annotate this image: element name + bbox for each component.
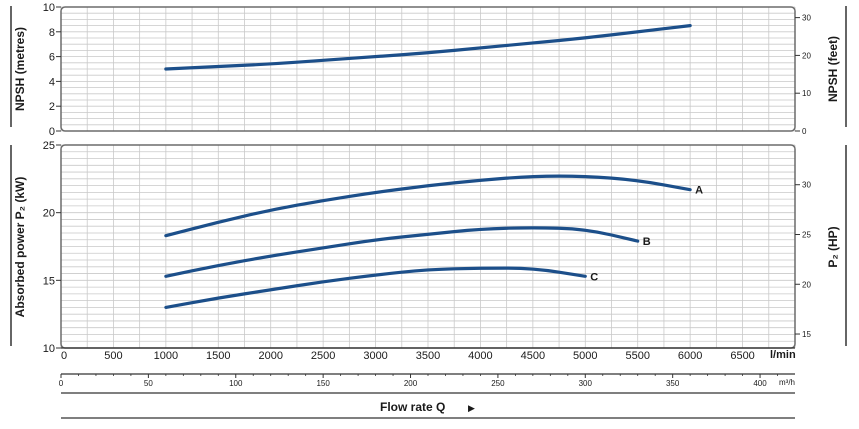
x-tick-label-m3h: 350 — [666, 379, 680, 388]
y-tick-label-left: 10 — [43, 343, 55, 355]
x-tick-label-lmin: 1000 — [154, 350, 178, 362]
lmin-unit-label: l/min — [770, 349, 796, 361]
y-tick-label-right: 20 — [802, 51, 811, 60]
x-tick-label-m3h: 300 — [579, 379, 593, 388]
x-tick-label-lmin: 4000 — [468, 350, 492, 362]
x-tick-label-m3h: 0 — [59, 379, 64, 388]
curve-label-A: A — [695, 185, 703, 197]
y-tick-label-right: 20 — [802, 280, 811, 289]
x-tick-label-lmin: 3000 — [363, 350, 387, 362]
curve-npsh — [164, 24, 692, 71]
power-left-axis-title: Absorbed power P₂ (kW) — [13, 177, 27, 318]
y-tick-label-right: 0 — [802, 127, 807, 136]
x-tick-label-lmin: 3500 — [416, 350, 440, 362]
y-tick-label-left: 10 — [43, 2, 55, 14]
npsh-left-axis-title: NPSH (metres) — [13, 27, 27, 111]
x-tick-label-m3h: 50 — [144, 379, 153, 388]
y-tick-label-right: 30 — [802, 14, 811, 23]
y-tick-label-left: 6 — [49, 52, 55, 64]
x-tick-label-lmin: 2000 — [258, 350, 282, 362]
x-tick-label-lmin: 6500 — [730, 350, 754, 362]
npsh-right-axis-title: NPSH (feet) — [826, 36, 840, 102]
x-axis-arrow: ▶ — [468, 403, 475, 413]
x-tick-label-m3h: 150 — [316, 379, 330, 388]
curve-C — [164, 266, 587, 309]
y-tick-label-left: 0 — [49, 126, 55, 138]
x-tick-label-lmin: 4500 — [521, 350, 545, 362]
x-tick-label-m3h: 400 — [753, 379, 767, 388]
y-tick-label-left: 4 — [49, 76, 55, 88]
x-tick-label-lmin: 0 — [61, 350, 67, 362]
power-right-axis-title: P₂ (HP) — [826, 226, 840, 267]
y-tick-label-right: 10 — [802, 89, 811, 98]
x-axis-title: Flow rate Q — [380, 400, 445, 414]
x-tick-label-m3h: 200 — [404, 379, 418, 388]
y-tick-label-right: 15 — [802, 330, 811, 339]
x-tick-label-lmin: 1500 — [206, 350, 230, 362]
y-tick-label-right: 30 — [802, 181, 811, 190]
y-tick-label-left: 25 — [43, 140, 55, 152]
npsh-panel-frame — [60, 6, 796, 132]
x-tick-label-lmin: 5500 — [625, 350, 649, 362]
curve-A — [164, 174, 692, 238]
power-grid — [60, 144, 796, 349]
curve-label-B: B — [643, 236, 651, 248]
y-tick-label-left: 2 — [49, 101, 55, 113]
y-tick-label-left: 8 — [49, 27, 55, 39]
y-tick-label-left: 15 — [43, 275, 55, 287]
curves: A B C — [164, 24, 703, 309]
x-tick-label-lmin: 5000 — [573, 350, 597, 362]
y-tick-label-left: 20 — [43, 208, 55, 220]
x-tick-label-lmin: 500 — [104, 350, 122, 362]
curve-B — [164, 226, 640, 278]
m3h-unit-label: m³/h — [779, 378, 795, 387]
x-tick-label-lmin: 2500 — [311, 350, 335, 362]
y-tick-label-right: 25 — [802, 230, 811, 239]
x-tick-label-lmin: 6000 — [678, 350, 702, 362]
x-tick-label-m3h: 250 — [491, 379, 505, 388]
curve-label-C: C — [590, 271, 598, 283]
npsh-grid — [60, 6, 796, 132]
x-tick-label-m3h: 100 — [229, 379, 243, 388]
